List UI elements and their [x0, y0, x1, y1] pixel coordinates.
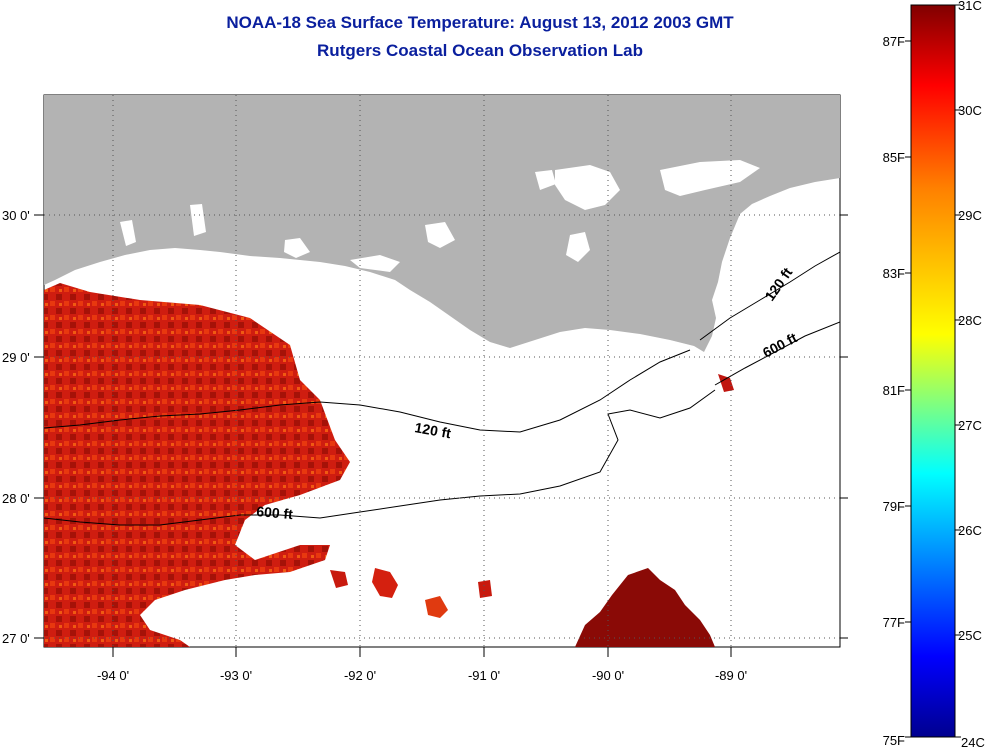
lake — [566, 232, 590, 262]
lon-tick-label: -90 0' — [592, 668, 624, 683]
colorbar-c-label: 29C — [958, 208, 982, 223]
lat-tick-label: 28 0' — [2, 491, 30, 506]
colorbar-f-label: 79F — [883, 499, 905, 514]
sst-patch-small — [330, 570, 348, 588]
lon-tick-label: -94 0' — [97, 668, 129, 683]
contour-label: 600 ft — [256, 503, 294, 522]
colorbar-c-label: 25C — [958, 628, 982, 643]
lake — [190, 204, 206, 236]
colorbar-f-label: 87F — [883, 34, 905, 49]
lat-tick-label: 30 0' — [2, 208, 30, 223]
lat-tick-label: 29 0' — [2, 350, 30, 365]
sst-patch-delta — [718, 374, 734, 392]
lat-tick-label: 27 0' — [2, 631, 30, 646]
lake — [555, 165, 620, 210]
colorbar-f-label: 83F — [883, 266, 905, 281]
lon-tick-label: -91 0' — [468, 668, 500, 683]
map-title: NOAA-18 Sea Surface Temperature: August … — [226, 13, 734, 32]
sst-patch-west — [44, 283, 350, 647]
map-subtitle: Rutgers Coastal Ocean Observation Lab — [317, 41, 643, 60]
contour-120ft-west — [44, 349, 691, 433]
contour-600ft-east — [714, 321, 840, 386]
colorbar-c-label: 30C — [958, 103, 982, 118]
sst-patch-small — [478, 580, 492, 598]
lake — [284, 238, 310, 258]
contour-600ft-west — [44, 389, 716, 526]
colorbar-c-label: 26C — [958, 523, 982, 538]
lake — [535, 170, 556, 190]
lon-tick-label: -93 0' — [220, 668, 252, 683]
colorbar-ticks — [905, 4, 961, 738]
colorbar-c-label: 27C — [958, 418, 982, 433]
lon-tick-label: -92 0' — [344, 668, 376, 683]
sst-patch-small — [425, 596, 448, 618]
sst-patch-south — [575, 568, 715, 647]
contour-120ft-east — [699, 251, 840, 341]
lon-tick-label: -89 0' — [715, 668, 747, 683]
colorbar-c-label: 24C — [961, 735, 985, 750]
colorbar-f-label: 81F — [883, 383, 905, 398]
colorbar-c-label: 31C — [958, 0, 982, 13]
sst-patch-small — [372, 568, 398, 598]
colorbar-f-label: 77F — [883, 615, 905, 630]
lake — [660, 160, 760, 196]
lake — [425, 222, 455, 248]
contour-label: 120 ft — [413, 419, 452, 441]
colorbar-c-label: 28C — [958, 313, 982, 328]
colorbar — [910, 4, 956, 738]
colorbar-f-label: 85F — [883, 150, 905, 165]
lake — [120, 220, 136, 246]
map-gridlines — [44, 95, 840, 647]
lake — [350, 255, 400, 272]
colorbar-f-label: 75F — [883, 733, 905, 748]
axis-ticks — [34, 214, 848, 657]
